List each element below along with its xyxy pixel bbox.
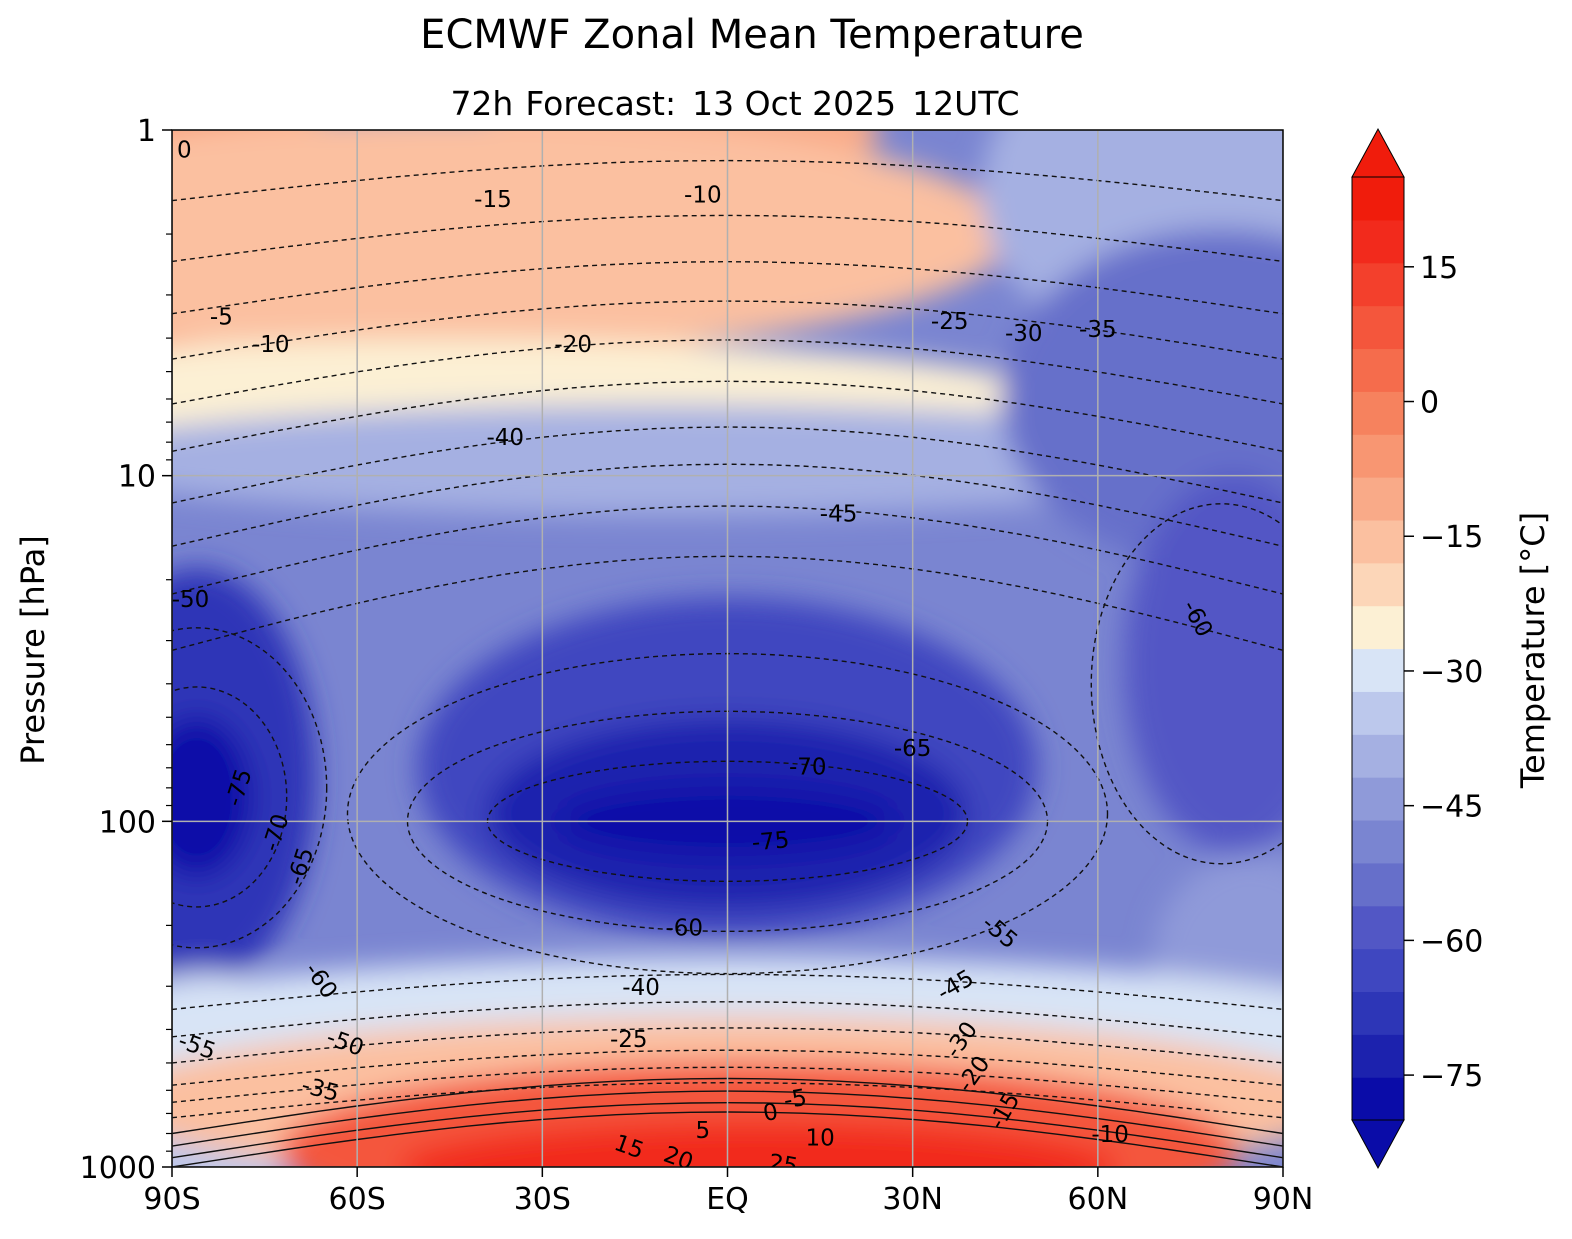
- contour-label: -40: [622, 975, 660, 1001]
- colorbar-tick-label: −60: [1420, 924, 1483, 959]
- contour-label: -5: [210, 305, 233, 331]
- contour-label: -75: [751, 827, 791, 856]
- colorbar-segment: [1352, 434, 1404, 478]
- x-tick-label: 90S: [143, 1182, 200, 1217]
- subtitle-time: 12UTC: [912, 84, 1019, 123]
- contour-label: -10: [252, 332, 290, 358]
- colorbar-segment: [1352, 348, 1404, 392]
- temperature-region: [398, 1122, 1119, 1167]
- contour-label: 5: [695, 1118, 710, 1144]
- y-tick-label: 100: [99, 805, 156, 840]
- contour-label: -25: [610, 1027, 648, 1053]
- contour-label: -25: [931, 309, 969, 335]
- colorbar-segment: [1352, 1077, 1404, 1121]
- grid-lines: [172, 130, 1283, 1167]
- colorbar-tick-label: −15: [1420, 520, 1483, 555]
- contour-label: -10: [1091, 1122, 1129, 1148]
- colorbar-segment: [1352, 219, 1404, 264]
- colorbar-frame: [1351, 176, 1405, 1121]
- colorbar: 15 0 −15 −30 −45 −60 −75: [1351, 127, 1483, 1170]
- colorbar-segment: [1352, 991, 1404, 1035]
- colorbar-segment: [1352, 734, 1404, 778]
- contour-label: -5: [782, 1085, 809, 1115]
- colorbar-segment: [1352, 177, 1404, 221]
- contour-label: -15: [474, 187, 512, 213]
- colorbar-segment: [1352, 562, 1404, 607]
- colorbar-segment: [1352, 1034, 1404, 1078]
- colorbar-segment: [1352, 262, 1404, 307]
- colorbar-segment: [1352, 862, 1404, 907]
- contour-label: -20: [554, 332, 592, 358]
- chart-title: ECMWF Zonal Mean Temperature: [420, 12, 1084, 58]
- contour-label: 10: [805, 1126, 834, 1152]
- colorbar-extend-min: [1351, 1119, 1405, 1170]
- x-tick-label: 30N: [882, 1182, 943, 1217]
- contour-label: -50: [172, 587, 210, 613]
- contour-label: -40: [487, 425, 525, 451]
- contour-label: -65: [894, 736, 932, 762]
- colorbar-segment: [1352, 777, 1404, 821]
- temperature-region: [1123, 473, 1283, 854]
- x-tick-label: EQ: [706, 1182, 749, 1217]
- contour-label: 0: [177, 137, 192, 163]
- y-tick-label: 1000: [80, 1151, 156, 1186]
- contour-label: -45: [820, 502, 858, 528]
- contour-line: [1090, 503, 1283, 865]
- temperature-region: [172, 716, 252, 877]
- x-tick-label: 30S: [514, 1182, 571, 1217]
- colorbar-segment: [1352, 605, 1404, 650]
- colorbar-segment: [1352, 648, 1404, 692]
- subtitle-label: Forecast:: [525, 84, 676, 123]
- colorbar-segment: [1352, 477, 1404, 521]
- subtitle-lead: 72h: [450, 84, 513, 123]
- contour-plot-area: 0-15 -10-5-10 -20-25 -30 -35-40-45-50 -60-70-…: [172, 130, 1283, 1181]
- colorbar-label: Temperature [°C]: [1514, 512, 1552, 789]
- colorbar-segment: [1352, 305, 1404, 350]
- colorbar-segment: [1352, 819, 1404, 864]
- colorbar-segment: [1352, 519, 1404, 564]
- chart-subtitle: 72h Forecast: 13 Oct 2025 12UTC: [450, 84, 1019, 123]
- x-tick-label: 90N: [1253, 1182, 1314, 1217]
- x-axis-ticks: 90S 60S 30S EQ 30N 60N 90N: [143, 1167, 1313, 1217]
- x-tick-label: 60S: [329, 1182, 386, 1217]
- y-axis-ticks: 1 10 100 1000: [80, 114, 172, 1186]
- contour-label: -60: [666, 916, 704, 942]
- colorbar-segment: [1352, 391, 1404, 435]
- contour-label: 0: [761, 1099, 780, 1127]
- contour-line: [172, 627, 328, 949]
- contour-label: -35: [1079, 317, 1117, 343]
- x-tick-label: 60N: [1068, 1182, 1129, 1217]
- contour-label: -30: [1005, 321, 1043, 347]
- colorbar-segment: [1352, 905, 1404, 950]
- colorbar-tick-label: −30: [1420, 655, 1483, 690]
- y-tick-label: 1: [137, 114, 156, 149]
- colorbar-tick-label: 0: [1420, 386, 1439, 421]
- y-tick-label: 10: [118, 460, 156, 495]
- colorbar-segment: [1352, 691, 1404, 735]
- colorbar-tick-label: 15: [1420, 251, 1458, 286]
- contour-label: -70: [789, 754, 827, 780]
- subtitle-date: 13 Oct 2025: [692, 84, 896, 123]
- contour-label: 25: [766, 1150, 799, 1181]
- colorbar-extend-max: [1351, 127, 1405, 178]
- colorbar-tick-label: −75: [1420, 1059, 1483, 1094]
- colorbar-segment: [1352, 948, 1404, 993]
- temperature-region: [172, 130, 1010, 355]
- contour-label: -10: [684, 182, 722, 208]
- colorbar-tick-label: −45: [1420, 790, 1483, 825]
- contour-line: [172, 686, 288, 908]
- y-axis-label: Pressure [hPa]: [14, 535, 52, 765]
